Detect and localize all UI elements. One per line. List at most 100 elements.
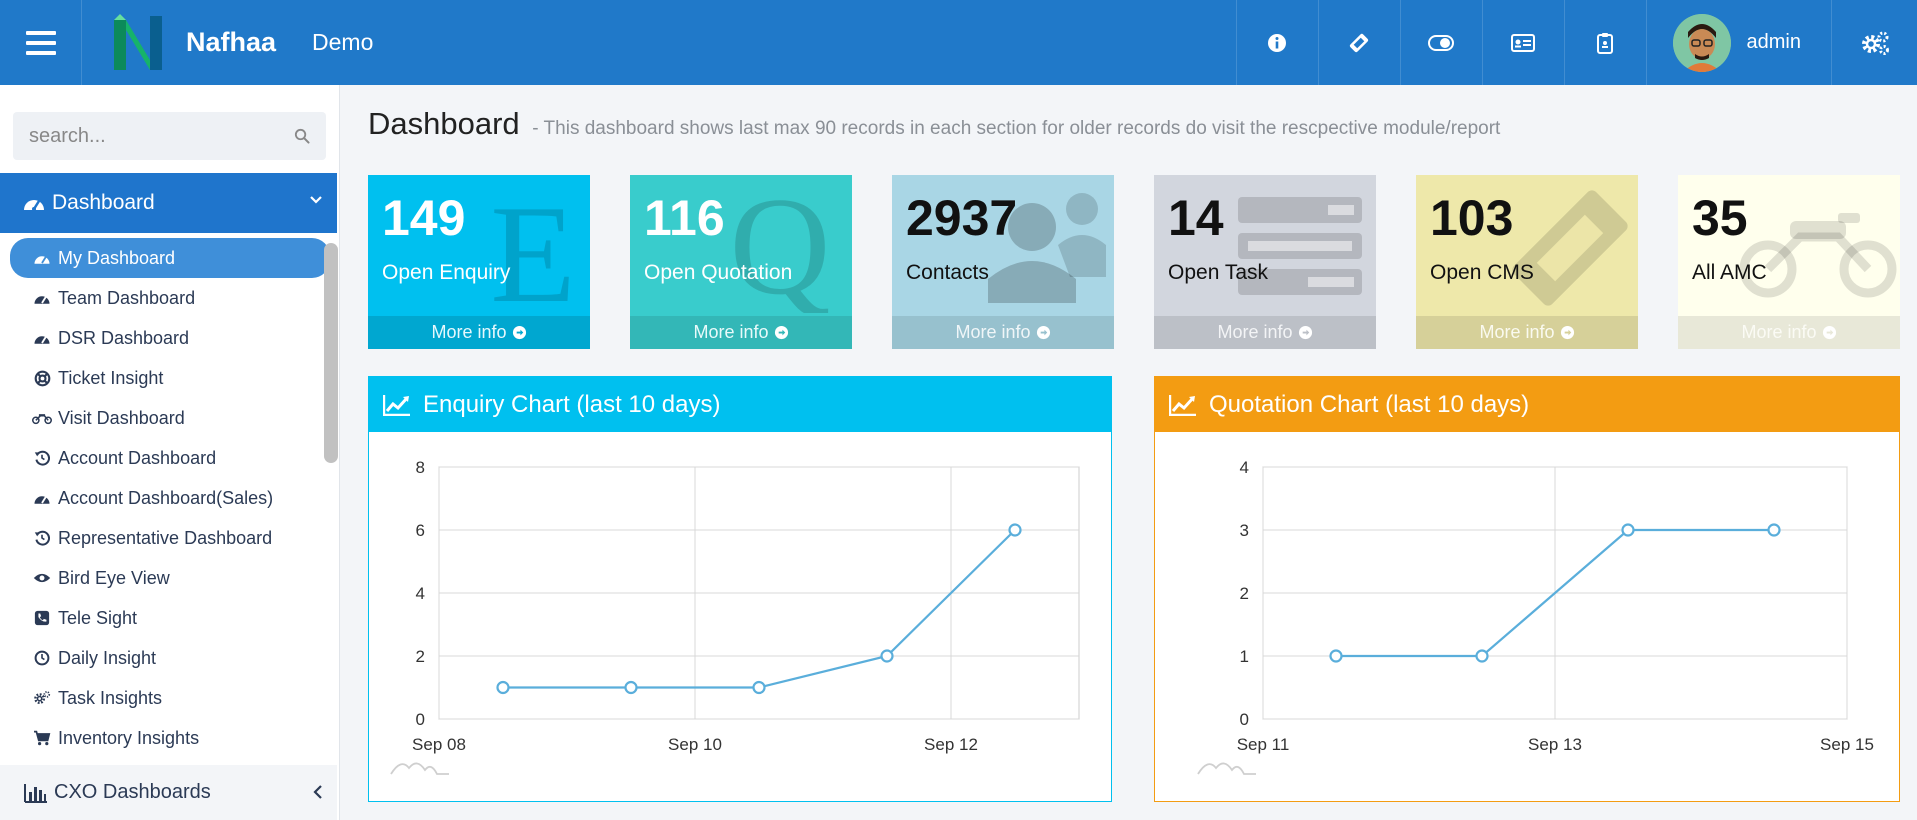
more-info-link[interactable]: More info: [1154, 316, 1376, 349]
sidebar-item-label: Bird Eye View: [58, 567, 170, 588]
quotation-chart: 0 1 2 3 4 Sep 11 Sep 13 Sep 15: [1197, 458, 1874, 775]
series-line: [503, 529, 1016, 689]
tile-open-task: 14 Open Task More info: [1154, 175, 1376, 349]
tile-count: 116: [644, 190, 725, 246]
y-tick-label: 3: [1240, 521, 1249, 540]
avatar: [1672, 13, 1731, 72]
sidebar-item-label: Representative Dashboard: [58, 527, 273, 548]
ticket-button[interactable]: [1317, 0, 1400, 85]
bar-chart-icon: [24, 783, 47, 803]
info-icon: [1268, 33, 1287, 52]
data-point: [1767, 523, 1781, 537]
series-line: [1336, 528, 1774, 658]
sidebar-item-tele-sight[interactable]: Tele Sight: [0, 598, 330, 638]
clipboard-button[interactable]: [1563, 0, 1646, 85]
info-button[interactable]: [1235, 0, 1318, 85]
sidebar-item-my-dashboard[interactable]: My Dashboard: [10, 238, 330, 278]
enquiry-chart: 0 2 4 6 8 Sep 08 Sep 10 Sep 12: [390, 458, 1080, 775]
id-card-icon: [1511, 33, 1536, 52]
more-info-link[interactable]: More info: [1678, 316, 1900, 349]
watermark-icon: [390, 762, 449, 775]
line-chart-icon: [383, 394, 410, 416]
dashboard-icon: [34, 495, 50, 504]
sidebar-item-dsr-dashboard[interactable]: DSR Dashboard: [0, 318, 330, 358]
arrow-circle-right-icon: [1036, 325, 1050, 340]
x-tick-label: Sep 15: [1820, 735, 1874, 754]
chart-title: Quotation Chart (last 10 days): [1209, 390, 1530, 418]
more-info-link[interactable]: More info: [1416, 316, 1638, 349]
y-tick-label: 8: [416, 458, 425, 477]
cogs-icon: [1861, 31, 1889, 55]
logo[interactable]: Nafhaa: [106, 12, 276, 74]
data-point: [1621, 523, 1635, 537]
sidebar-item-label: Visit Dashboard: [58, 407, 185, 428]
sidebar-item-label: Team Dashboard: [58, 287, 196, 308]
sidebar-menu: My Dashboard Team Dashboard DSR Dashboar…: [0, 238, 330, 758]
life-ring-icon: [34, 370, 50, 386]
sidebar-item-label: Account Dashboard(Sales): [58, 487, 274, 508]
tasks-icon: [1238, 197, 1362, 295]
toggle-icon: [1428, 34, 1455, 51]
y-tick-label: 4: [1240, 458, 1249, 477]
arrow-circle-right-icon: [1560, 325, 1574, 340]
hamburger-icon: [25, 30, 56, 55]
cogs-icon: [34, 691, 51, 704]
data-point: [880, 649, 894, 663]
sidebar-item-visit-dashboard[interactable]: Visit Dashboard: [0, 398, 330, 438]
sidebar-item-daily-insight[interactable]: Daily Insight: [0, 638, 330, 678]
sidebar-item-label: Inventory Insights: [58, 727, 200, 748]
cart-icon: [34, 730, 51, 746]
sidebar-item-label: Task Insights: [58, 687, 163, 708]
x-tick-label: Sep 12: [924, 735, 978, 754]
x-tick-label: Sep 11: [1237, 735, 1290, 754]
arrow-circle-right-icon: [774, 325, 788, 340]
letter-q-icon: Q: [729, 183, 830, 313]
more-info-link[interactable]: More info: [892, 316, 1114, 349]
search-input[interactable]: [29, 124, 294, 148]
sidebar-item-ticket-insight[interactable]: Ticket Insight: [0, 358, 330, 398]
page-title-text: Dashboard: [368, 106, 520, 141]
more-info-link[interactable]: More info: [630, 316, 852, 349]
sidebar-section-cxo[interactable]: CXO Dashboards: [0, 765, 337, 820]
sidebar-item-account-dashboard[interactable]: Account Dashboard: [0, 438, 330, 478]
menu-toggle-button[interactable]: [0, 0, 82, 85]
tile-contacts: 2937 Contacts More info: [892, 175, 1114, 349]
sidebar-item-bird-eye-view[interactable]: Bird Eye View: [0, 558, 330, 598]
x-tick-label: Sep 08: [412, 735, 466, 754]
svg-text:E: E: [490, 183, 576, 313]
tile-open-quotation: Q 116 Open Quotation More info: [630, 175, 852, 349]
arrow-circle-right-icon: [1822, 325, 1836, 340]
search-icon[interactable]: [294, 125, 310, 147]
sidebar-scrollbar[interactable]: [324, 243, 338, 463]
id-card-button[interactable]: [1481, 0, 1564, 85]
dashboard-icon: [34, 335, 50, 344]
tile-label: Open Quotation: [644, 261, 793, 284]
settings-button[interactable]: [1831, 0, 1917, 85]
sidebar-item-team-dashboard[interactable]: Team Dashboard: [0, 278, 330, 318]
more-info-link[interactable]: More info: [368, 316, 590, 349]
letter-e-icon: E: [490, 183, 576, 313]
ticket-icon: [1512, 190, 1628, 306]
user-menu[interactable]: admin: [1645, 0, 1831, 85]
tile-label: All AMC: [1692, 261, 1767, 284]
sidebar-item-task-insights[interactable]: Task Insights: [0, 678, 330, 718]
tile-label: Open CMS: [1430, 261, 1534, 284]
data-point: [496, 680, 510, 695]
y-tick-label: 0: [1240, 710, 1249, 729]
sidebar-item-representative-dashboard[interactable]: Representative Dashboard: [0, 518, 330, 558]
dashboard-icon: [34, 255, 50, 264]
top-navbar: Nafhaa Demo: [0, 0, 1917, 85]
sidebar-item-label: Daily Insight: [58, 647, 157, 668]
quotation-chart-card: Quotation Chart (last 10 days) 0 1 2 3 4 Sep …: [1154, 376, 1900, 802]
data-point: [752, 680, 766, 695]
page-subtitle: - This dashboard shows last max 90 recor…: [532, 118, 1501, 139]
sidebar-section-dashboard[interactable]: Dashboard: [0, 173, 337, 233]
sidebar-item-label: My Dashboard: [58, 247, 176, 268]
line-chart-icon: [1169, 394, 1196, 416]
sidebar-item-label: DSR Dashboard: [58, 327, 190, 348]
sidebar-item-inventory-insights[interactable]: Inventory Insights: [0, 718, 330, 758]
enquiry-chart-card: Enquiry Chart (last 10 days) 0 2 4 6 8 Sep 08…: [368, 376, 1112, 802]
sidebar-item-account-dashboard-sales[interactable]: Account Dashboard(Sales): [0, 478, 330, 518]
toggle-button[interactable]: [1399, 0, 1482, 85]
y-tick-label: 2: [416, 647, 425, 666]
